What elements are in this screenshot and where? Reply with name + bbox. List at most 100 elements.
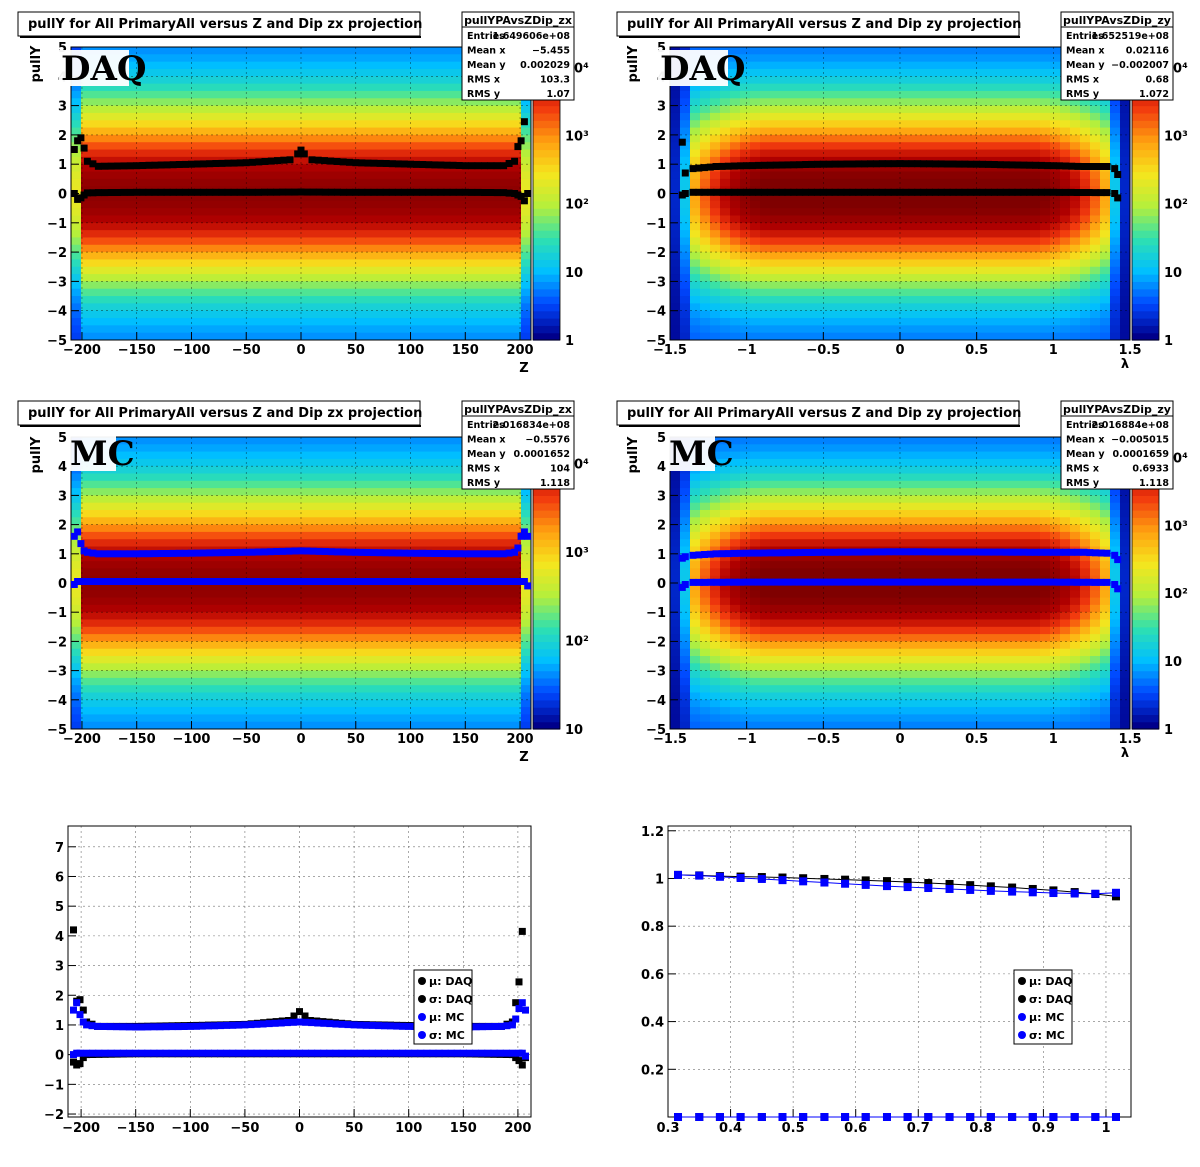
x-tick-label: 100	[397, 732, 424, 747]
data-point-sigma	[884, 160, 892, 168]
data-point	[211, 1049, 219, 1057]
data-point-mu	[737, 578, 745, 586]
data-point-sigma	[400, 160, 408, 168]
data-point-mu	[443, 188, 451, 196]
x-tick-label: 1.5	[1118, 343, 1141, 358]
x-tick-label: −150	[118, 732, 156, 747]
data-point-sigma	[689, 551, 697, 559]
data-point	[399, 1049, 407, 1057]
data-point-sigma	[973, 160, 981, 168]
colorbar-step	[1132, 259, 1159, 268]
legend-marker	[418, 977, 426, 985]
colorbar-step	[1132, 332, 1159, 341]
data-point-mu	[914, 188, 922, 196]
data-point-sigma	[285, 547, 293, 555]
data-point	[423, 1049, 431, 1057]
colorbar-step	[533, 178, 560, 187]
data-point	[126, 1049, 134, 1057]
colorbar-step	[1132, 677, 1159, 686]
data-point-sigma	[1062, 162, 1070, 170]
stats-key: Mean y	[1066, 60, 1105, 71]
data-point-sigma	[107, 162, 115, 170]
data-point-mu	[297, 578, 305, 585]
y-tick-label: −3	[646, 665, 666, 680]
panel-title: pullY for All PrimaryAll versus Z and Di…	[627, 406, 1021, 421]
data-point	[180, 1023, 188, 1030]
data-point-mu	[500, 189, 508, 197]
data-point-sigma	[89, 160, 97, 168]
data-point	[106, 1023, 114, 1031]
data-point-sigma	[157, 550, 165, 557]
data-point	[861, 876, 870, 885]
data-point-mu	[145, 188, 153, 196]
data-point-mu	[194, 578, 202, 585]
data-point-sigma	[291, 547, 299, 555]
colorbar-step	[1132, 597, 1159, 606]
y-tick-label: 3	[58, 489, 67, 504]
data-point-mu	[955, 578, 963, 586]
colorbar-label: 10³	[1164, 519, 1188, 534]
data-point-mu	[273, 188, 281, 196]
data-point-mu	[315, 578, 323, 585]
data-point	[332, 1020, 340, 1028]
colorbar-step	[533, 230, 560, 239]
data-point	[362, 1021, 370, 1029]
data-point-sigma	[249, 158, 256, 166]
colorbar-step	[1132, 699, 1159, 708]
data-point-mu	[731, 188, 739, 196]
colorbar-label: 10	[1164, 655, 1182, 670]
colorbar-step	[1132, 583, 1159, 591]
data-point	[180, 1049, 188, 1057]
legend-label: σ: DAQ	[429, 993, 473, 1006]
y-axis-label: pullY	[626, 45, 641, 82]
y-tick-label: 0	[657, 577, 666, 592]
data-point-sigma	[819, 548, 827, 556]
data-point	[150, 1023, 158, 1031]
data-point	[296, 1008, 303, 1016]
y-tick-label: 0	[55, 1049, 64, 1064]
data-point-sigma	[139, 162, 147, 169]
data-point-sigma	[71, 532, 78, 540]
data-point-sigma	[908, 548, 916, 556]
tag-label: DAQ	[660, 49, 745, 89]
data-point-sigma	[468, 162, 476, 170]
data-point-sigma	[382, 549, 390, 557]
y-tick-label: 2	[58, 519, 67, 534]
data-point-mu	[778, 578, 786, 586]
stats-key: RMS y	[467, 89, 501, 100]
data-point	[332, 1049, 340, 1057]
data-point-sigma	[1020, 548, 1028, 556]
data-point-mu	[737, 188, 745, 196]
data-point-sigma	[931, 548, 939, 556]
data-point-sigma	[1038, 548, 1045, 556]
colorbar-step	[533, 112, 560, 121]
data-point-mu	[1038, 578, 1045, 586]
stats-value: −0.002007	[1111, 60, 1169, 71]
data-point-mu	[908, 578, 916, 586]
data-point-mu	[985, 578, 992, 586]
data-point-mu	[1014, 578, 1022, 586]
colorbar-step	[1132, 721, 1159, 730]
colorbar-label: 10³	[565, 130, 589, 145]
data-point-sigma	[394, 160, 402, 168]
data-point-sigma	[376, 159, 384, 167]
data-point-sigma	[926, 160, 933, 168]
x-tick-label: 200	[506, 732, 533, 747]
data-point-sigma	[77, 134, 85, 142]
data-point-mu	[120, 188, 128, 196]
colorbar-step	[533, 237, 560, 246]
colorbar-step	[533, 634, 560, 642]
data-point	[308, 1049, 316, 1057]
colorbar-label: 10²	[565, 635, 589, 650]
data-point	[518, 1061, 526, 1069]
data-point-mu	[94, 189, 102, 197]
x-tick-label: 150	[452, 732, 479, 747]
data-point-mu	[926, 578, 933, 586]
data-point	[478, 1049, 486, 1057]
colorbar-step	[1132, 303, 1159, 312]
colorbar-step	[533, 553, 560, 562]
colorbar-step	[533, 186, 560, 195]
data-point-mu	[206, 188, 214, 196]
data-point-sigma	[163, 550, 171, 557]
colorbar-step	[1132, 510, 1159, 518]
